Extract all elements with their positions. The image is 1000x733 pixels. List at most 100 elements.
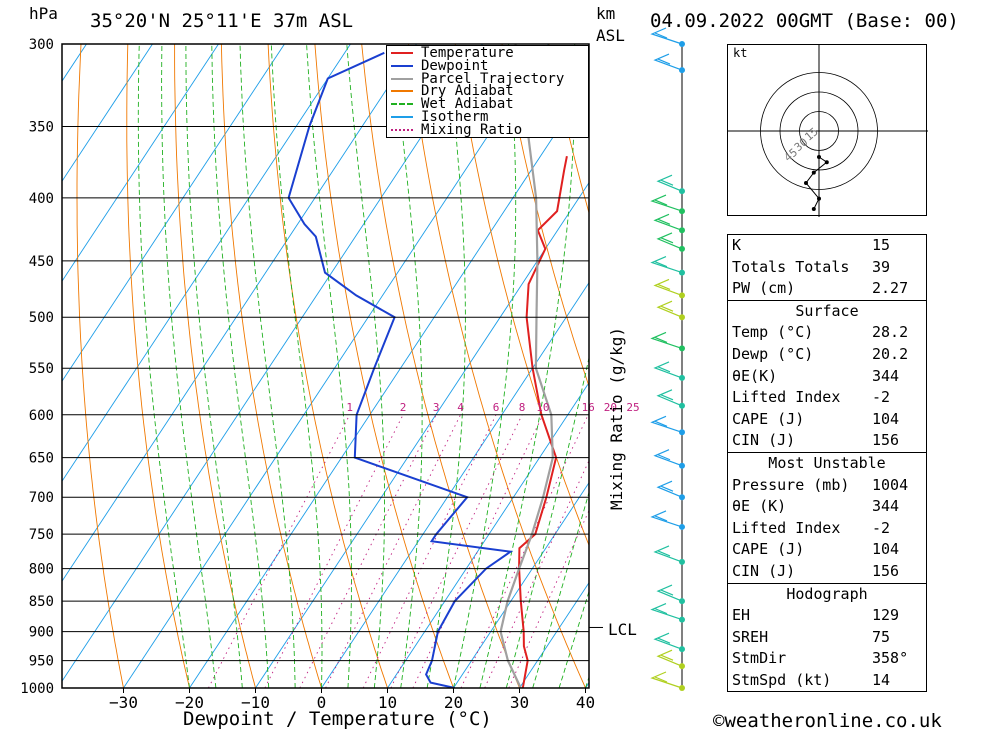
table-row-label: CAPE (J) bbox=[732, 409, 805, 428]
wind-barb-flag bbox=[654, 420, 668, 427]
dry-adiabat-line bbox=[220, 44, 322, 688]
mixing-ratio-label: 2 bbox=[400, 401, 407, 414]
isotherm-line bbox=[387, 381, 589, 688]
wind-barb-dot bbox=[679, 227, 685, 234]
table-row-value: 39 bbox=[872, 257, 891, 276]
wind-barb-dot bbox=[679, 462, 685, 469]
wind-barb-dot bbox=[679, 494, 685, 501]
hodograph-unit: kt bbox=[733, 46, 748, 60]
legend-swatch bbox=[391, 77, 413, 80]
copyright-link[interactable]: ©weatheronline.co.uk bbox=[713, 710, 942, 732]
wet-adiabat-line bbox=[137, 44, 190, 688]
table-row: θE (K) 344 bbox=[728, 496, 926, 518]
table-row-value: 14 bbox=[872, 670, 891, 689]
wind-barb-flag bbox=[657, 454, 671, 461]
isotherm-line bbox=[123, 44, 549, 688]
legend-swatch bbox=[391, 128, 413, 131]
table-row: CIN (J) 156 bbox=[728, 430, 926, 452]
wet-adiabat-line bbox=[306, 44, 352, 688]
wet-adiabat-line bbox=[211, 44, 270, 688]
table-row-label: Pressure (mb) bbox=[732, 475, 850, 494]
hodograph-ring-label: 15 bbox=[802, 125, 821, 143]
table-row-value: -2 bbox=[872, 518, 891, 537]
table-row: Dewp (°C) 20.2 bbox=[728, 344, 926, 366]
table-row: StmSpd (kt) 14 bbox=[728, 670, 926, 692]
isotherm-line bbox=[321, 281, 589, 688]
wind-barb bbox=[653, 278, 683, 296]
wind-barb bbox=[650, 256, 683, 274]
dry-adiabat-line bbox=[923, 44, 1000, 688]
legend-entry: Dewpoint bbox=[391, 57, 489, 74]
wind-barb-flag bbox=[660, 485, 674, 492]
x-axis-title: Dewpoint / Temperature (°C) bbox=[183, 708, 492, 730]
wind-barb bbox=[650, 415, 683, 433]
dry-adiabat-line bbox=[501, 44, 589, 388]
table-row: Lifted Index -2 bbox=[728, 387, 926, 409]
x-tick-label: 0 bbox=[317, 693, 327, 712]
height-unit-asl: ASL bbox=[596, 26, 625, 45]
pressure-unit-label: hPa bbox=[29, 4, 58, 23]
pressure-tick-label: 350 bbox=[29, 119, 54, 135]
pressure-tick-label: 950 bbox=[29, 654, 54, 670]
table-row-value: 156 bbox=[872, 561, 900, 580]
dry-adiabat-line bbox=[126, 44, 190, 688]
wind-barb-flag bbox=[657, 637, 671, 644]
table-row-value: 129 bbox=[872, 606, 900, 625]
wind-barb-flag bbox=[654, 336, 668, 343]
wind-barb bbox=[656, 584, 683, 602]
pressure-tick-label: 500 bbox=[29, 310, 54, 326]
hodograph-point bbox=[817, 155, 821, 159]
table-row-label: PW (cm) bbox=[732, 279, 796, 298]
wind-barb-dot bbox=[679, 314, 685, 321]
table-row-value: 15 bbox=[872, 236, 891, 254]
table-row-label: K bbox=[732, 236, 742, 254]
legend-entry: Parcel Trajectory bbox=[391, 72, 564, 86]
table-row: StmDir 358° bbox=[728, 648, 926, 670]
table-row-label: StmSpd (kt) bbox=[732, 670, 832, 689]
wind-barb-flag bbox=[657, 58, 671, 65]
wind-barb bbox=[656, 300, 683, 318]
wind-barb bbox=[650, 27, 683, 45]
height-unit-km: km bbox=[596, 4, 616, 23]
wind-barb-flag bbox=[660, 237, 674, 244]
wind-barb bbox=[656, 174, 683, 192]
pressure-tick-label: 650 bbox=[29, 451, 54, 467]
table-row-label: Dewp (°C) bbox=[732, 344, 814, 363]
wet-adiabat-line bbox=[239, 44, 296, 688]
legend-label: Dewpoint bbox=[421, 57, 489, 74]
table-row-value: 1004 bbox=[872, 475, 909, 494]
mixing-ratio-label: 4 bbox=[457, 401, 464, 414]
legend-swatch bbox=[391, 52, 413, 54]
wind-barb bbox=[656, 649, 683, 667]
isotherm-line bbox=[189, 81, 589, 688]
pressure-tick-label: 800 bbox=[29, 562, 54, 578]
x-tick-label: −10 bbox=[241, 693, 270, 712]
wind-barb-flag bbox=[657, 550, 671, 557]
x-tick-label: 20 bbox=[444, 693, 463, 712]
wind-barb-dot bbox=[679, 558, 685, 565]
wind-barb-flag bbox=[654, 261, 668, 268]
wind-barb bbox=[650, 510, 683, 528]
table-row-label: EH bbox=[732, 606, 751, 625]
mixing-ratio-label: 1 bbox=[346, 401, 353, 414]
mixing-ratio-label: 25 bbox=[626, 401, 639, 414]
x-tick-label: −30 bbox=[109, 693, 138, 712]
legend-entry: Mixing Ratio bbox=[391, 123, 522, 137]
wind-barb-flag bbox=[660, 179, 674, 186]
wet-adiabat-line bbox=[270, 44, 323, 688]
wet-adiabat-line bbox=[392, 44, 423, 688]
wind-barb bbox=[656, 389, 683, 407]
isotherm-line bbox=[62, 44, 219, 282]
table-row-value: 75 bbox=[872, 627, 891, 646]
isotherm-line bbox=[255, 181, 589, 688]
table-row: Temp (°C) 28.2 bbox=[728, 322, 926, 344]
wind-barb bbox=[653, 632, 683, 650]
isotherm-line bbox=[62, 44, 285, 382]
wind-barb-flag bbox=[660, 654, 674, 661]
wind-barb-dot bbox=[679, 523, 685, 530]
table-section-title: Surface bbox=[728, 299, 926, 323]
table-row-value: 344 bbox=[872, 366, 900, 385]
hodograph-panel: 15 30 45 kt bbox=[727, 44, 928, 217]
mixing-ratio-label: 6 bbox=[493, 401, 500, 414]
